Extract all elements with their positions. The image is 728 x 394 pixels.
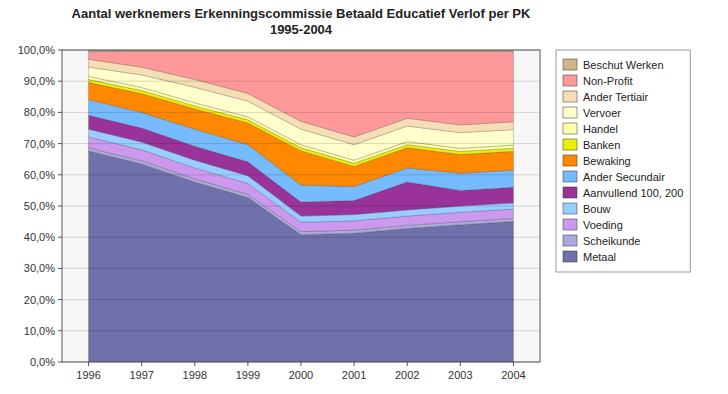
legend-label: Banken — [583, 139, 620, 151]
x-tick — [354, 362, 355, 366]
legend-label: Metaal — [583, 251, 616, 263]
grid-line — [62, 206, 540, 207]
x-tick-label: 1998 — [183, 369, 207, 381]
legend-label: Bouw — [583, 203, 611, 215]
grid-line — [62, 268, 540, 269]
legend-label: Vervoer — [583, 107, 621, 119]
chart-svg: Aantal werknemers Erkenningscommissie Be… — [0, 0, 728, 394]
legend-label: Beschut Werken — [583, 59, 664, 71]
x-tick — [88, 362, 89, 366]
x-tick — [460, 362, 461, 366]
legend-label: Non-Profit — [583, 75, 633, 87]
legend-swatch — [563, 171, 577, 182]
y-tick-label: 20,0% — [24, 294, 55, 306]
legend-label: Bewaking — [583, 155, 631, 167]
x-tick-label: 2000 — [289, 369, 313, 381]
x-tick — [407, 362, 408, 366]
legend-swatch — [563, 235, 577, 246]
legend-swatch — [563, 139, 577, 150]
x-tick — [247, 362, 248, 366]
y-tick — [58, 143, 62, 144]
legend: Beschut Werken Non-Profit Ander Tertiair Ve… — [556, 50, 690, 272]
y-tick-label: 30,0% — [24, 262, 55, 274]
x-tick-label: 1999 — [236, 369, 260, 381]
chart-title-line: Aantal werknemers Erkenningscommissie Be… — [72, 6, 531, 21]
legend-swatch — [563, 203, 577, 214]
y-tick — [58, 362, 62, 363]
x-tick — [194, 362, 195, 366]
y-tick — [58, 50, 62, 51]
x-tick-label: 2004 — [501, 369, 525, 381]
legend-swatch — [563, 91, 577, 102]
legend-swatch — [563, 219, 577, 230]
y-tick-label: 70,0% — [24, 138, 55, 150]
y-tick-label: 0,0% — [30, 356, 55, 368]
legend-box — [556, 50, 690, 272]
area-series — [89, 52, 514, 137]
y-tick — [58, 174, 62, 175]
x-tick — [141, 362, 142, 366]
y-tick-label: 90,0% — [24, 75, 55, 87]
plot-frame — [62, 50, 540, 362]
grid-line — [62, 143, 540, 144]
legend-swatch — [563, 123, 577, 134]
legend-swatch — [563, 107, 577, 118]
x-tick — [301, 362, 302, 366]
legend-label: Voeding — [583, 219, 623, 231]
grid-line — [62, 81, 540, 82]
y-tick — [58, 330, 62, 331]
grid-line — [62, 237, 540, 238]
y-tick-label: 40,0% — [24, 231, 55, 243]
x-tick — [513, 362, 514, 366]
legend-label: Ander Tertiair — [583, 91, 649, 103]
chart-container: Aantal werknemers Erkenningscommissie Be… — [0, 0, 728, 394]
y-tick-label: 10,0% — [24, 325, 55, 337]
y-tick — [58, 81, 62, 82]
legend-label: Ander Secundair — [583, 171, 665, 183]
legend-label: Handel — [583, 123, 618, 135]
x-tick-label: 2002 — [395, 369, 419, 381]
x-tick-label: 1996 — [76, 369, 100, 381]
x-tick-label: 2001 — [342, 369, 366, 381]
chart-title-line: 1995-2004 — [270, 22, 333, 37]
y-tick — [58, 237, 62, 238]
legend-swatch — [563, 155, 577, 166]
legend-swatch — [563, 251, 577, 262]
y-tick-label: 100,0% — [18, 44, 56, 56]
y-tick-label: 50,0% — [24, 200, 55, 212]
legend-swatch — [563, 59, 577, 70]
grid-line — [62, 112, 540, 113]
chart-title: Aantal werknemers Erkenningscommissie Be… — [72, 6, 531, 37]
grid-line — [62, 330, 540, 331]
plot-background — [62, 50, 540, 362]
x-tick-label: 1997 — [129, 369, 153, 381]
legend-swatch — [563, 187, 577, 198]
y-tick — [58, 206, 62, 207]
y-tick — [58, 299, 62, 300]
grid-line — [62, 299, 540, 300]
x-tick-label: 2003 — [448, 369, 472, 381]
y-tick-label: 60,0% — [24, 169, 55, 181]
grid-line — [62, 174, 540, 175]
y-tick — [58, 268, 62, 269]
y-tick — [58, 112, 62, 113]
axes: 0,0% 10,0% 20,0% 30,0% 40,0% 50,0% 60,0% 70,0% 8… — [18, 44, 540, 381]
legend-label: Aanvullend 100, 200 — [583, 187, 683, 199]
legend-swatch — [563, 75, 577, 86]
y-tick-label: 80,0% — [24, 106, 55, 118]
legend-label: Scheikunde — [583, 235, 641, 247]
